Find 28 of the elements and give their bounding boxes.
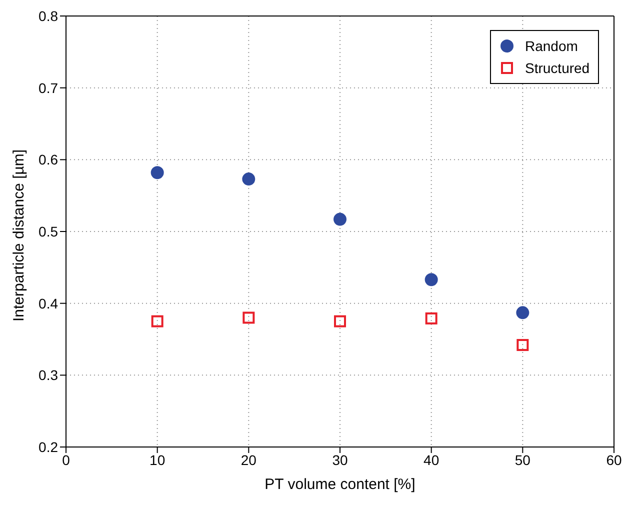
point bbox=[242, 172, 256, 186]
point bbox=[150, 166, 164, 180]
x-tick-label: 30 bbox=[332, 452, 348, 468]
x-tick-label: 50 bbox=[514, 452, 531, 468]
point bbox=[151, 315, 164, 328]
point bbox=[425, 312, 438, 324]
y-tick-label: 0.6 bbox=[38, 152, 58, 168]
point bbox=[334, 212, 346, 226]
point bbox=[242, 312, 255, 324]
legend-label: Structured bbox=[525, 59, 590, 78]
point bbox=[424, 273, 438, 286]
point bbox=[516, 338, 529, 351]
x-tick-label: 20 bbox=[240, 452, 257, 468]
y-tick-label: 0.7 bbox=[38, 80, 58, 96]
x-tick-label: 0 bbox=[62, 452, 70, 468]
y-tick-label: 0.3 bbox=[38, 367, 58, 384]
x-axis-title: PT volume content [%] bbox=[264, 476, 416, 493]
y-axis-title: Interparticle distance [µm] bbox=[10, 149, 28, 322]
y-tick-label: 0.8 bbox=[38, 8, 58, 24]
legend-label: Random bbox=[525, 37, 578, 56]
y-tick-label: 0.2 bbox=[38, 438, 58, 455]
y-tick-label: 0.4 bbox=[38, 295, 58, 312]
point bbox=[516, 306, 530, 320]
x-tick-label: 10 bbox=[150, 452, 166, 468]
point bbox=[334, 315, 346, 328]
y-tick-label: 0.5 bbox=[38, 223, 58, 240]
x-tick-label: 60 bbox=[606, 452, 622, 468]
x-tick-label: 40 bbox=[424, 452, 440, 468]
